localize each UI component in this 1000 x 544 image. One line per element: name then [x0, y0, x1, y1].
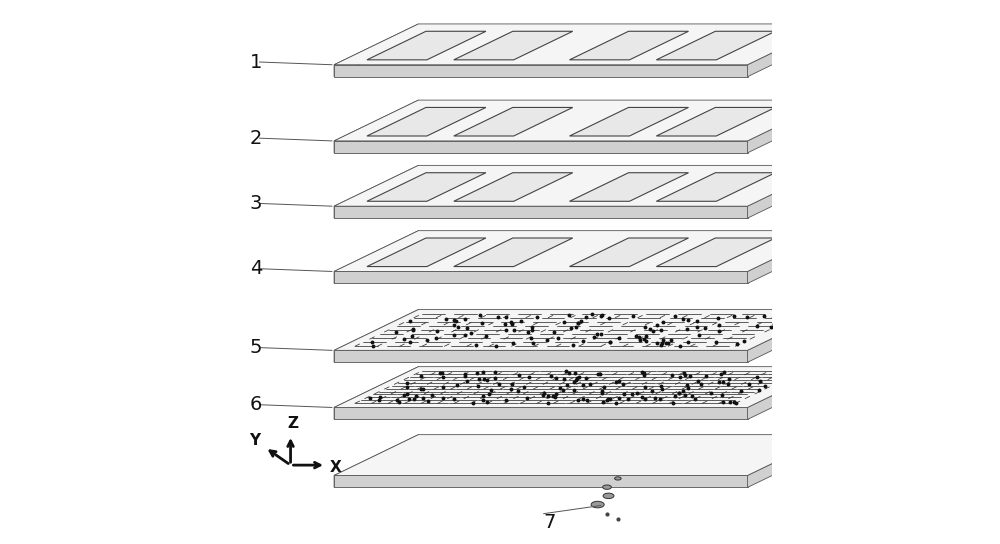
- Polygon shape: [367, 31, 486, 60]
- Polygon shape: [748, 165, 832, 218]
- Polygon shape: [334, 24, 832, 65]
- Polygon shape: [334, 367, 832, 407]
- Polygon shape: [748, 310, 832, 362]
- Polygon shape: [334, 100, 418, 153]
- Ellipse shape: [615, 477, 621, 480]
- Text: Y: Y: [249, 434, 260, 448]
- Polygon shape: [334, 367, 418, 419]
- Polygon shape: [748, 24, 832, 77]
- Text: 2: 2: [250, 129, 262, 147]
- Text: X: X: [330, 460, 342, 475]
- Polygon shape: [334, 65, 748, 77]
- Polygon shape: [334, 435, 418, 487]
- Polygon shape: [454, 173, 573, 201]
- Polygon shape: [748, 100, 832, 153]
- Polygon shape: [656, 173, 775, 201]
- Polygon shape: [334, 407, 748, 419]
- Polygon shape: [748, 231, 832, 283]
- Polygon shape: [334, 310, 418, 362]
- Polygon shape: [570, 238, 688, 267]
- Polygon shape: [334, 141, 748, 153]
- Polygon shape: [334, 165, 418, 218]
- Polygon shape: [367, 238, 486, 267]
- Polygon shape: [454, 238, 573, 267]
- Polygon shape: [334, 231, 418, 283]
- Polygon shape: [334, 206, 748, 218]
- Ellipse shape: [603, 493, 614, 498]
- Text: 3: 3: [250, 194, 262, 213]
- Polygon shape: [748, 435, 832, 487]
- Polygon shape: [334, 100, 832, 141]
- Polygon shape: [656, 108, 775, 136]
- Polygon shape: [334, 350, 748, 362]
- Polygon shape: [334, 24, 418, 77]
- Ellipse shape: [603, 485, 611, 490]
- Polygon shape: [570, 173, 688, 201]
- Polygon shape: [748, 367, 832, 419]
- Polygon shape: [334, 475, 748, 487]
- Text: 6: 6: [250, 395, 262, 414]
- Polygon shape: [454, 31, 573, 60]
- Polygon shape: [367, 108, 486, 136]
- Polygon shape: [334, 231, 832, 271]
- Polygon shape: [367, 173, 486, 201]
- Polygon shape: [334, 271, 748, 283]
- Polygon shape: [454, 108, 573, 136]
- Polygon shape: [334, 435, 832, 475]
- Text: Z: Z: [287, 416, 298, 431]
- Polygon shape: [334, 310, 832, 350]
- Polygon shape: [334, 165, 832, 206]
- Text: 4: 4: [250, 259, 262, 278]
- Ellipse shape: [591, 502, 604, 508]
- Polygon shape: [570, 108, 688, 136]
- Polygon shape: [570, 31, 688, 60]
- Polygon shape: [656, 31, 775, 60]
- Text: 7: 7: [544, 513, 556, 531]
- Text: 1: 1: [250, 53, 262, 71]
- Text: 5: 5: [250, 338, 262, 357]
- Polygon shape: [656, 238, 775, 267]
